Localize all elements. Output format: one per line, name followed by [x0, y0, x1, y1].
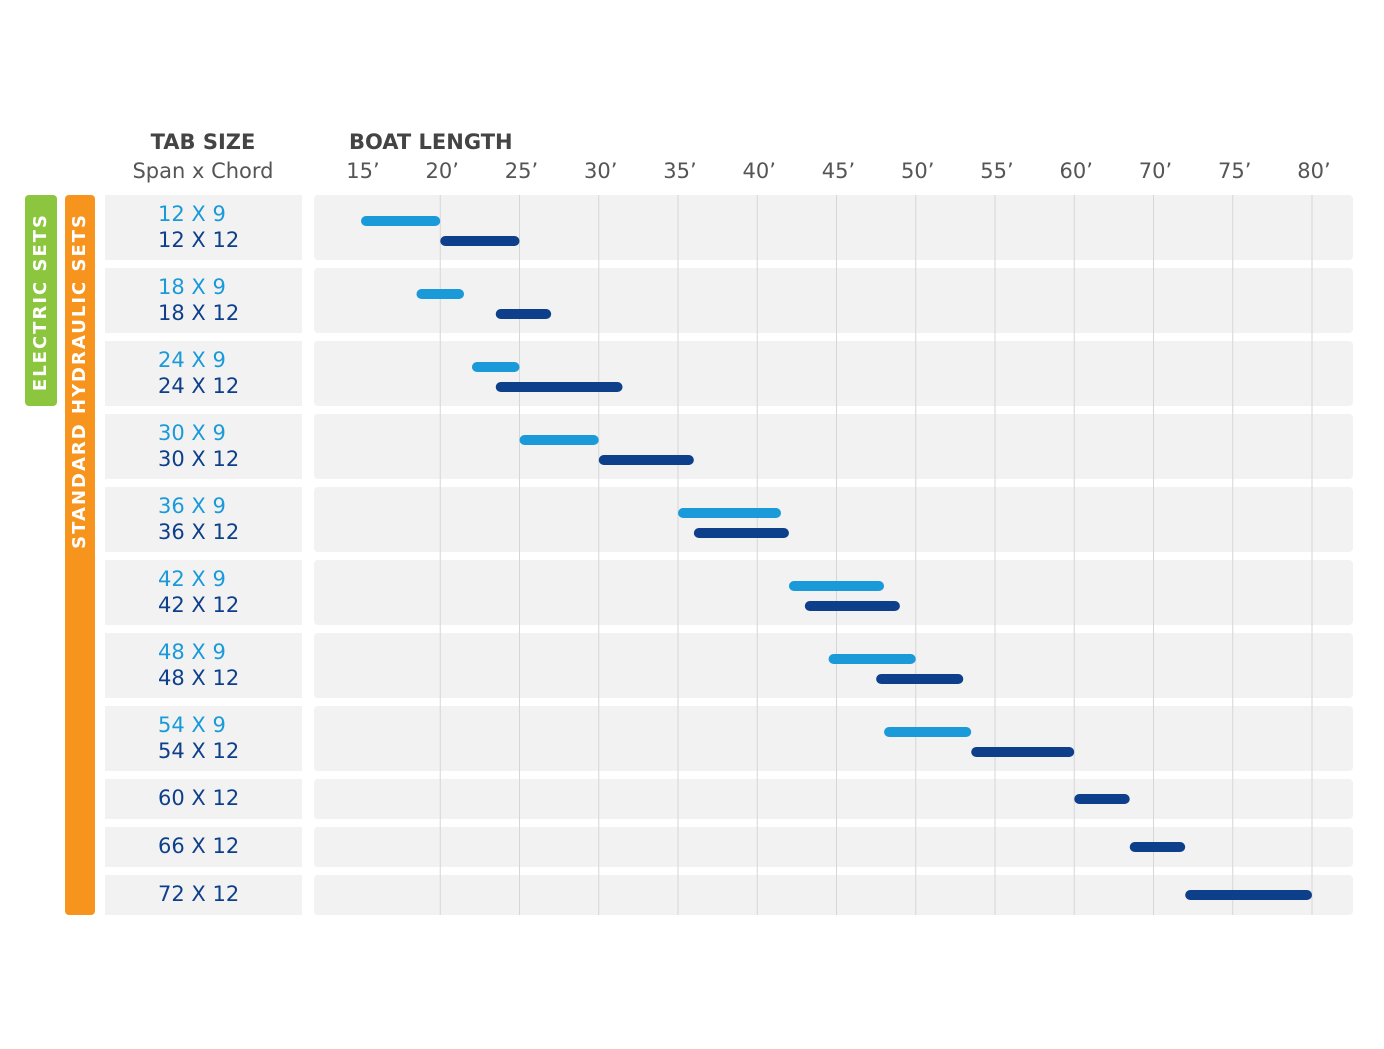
row-label-bg [105, 560, 302, 625]
row-chart-bg [314, 633, 1353, 698]
row-label: 18 X 9 [158, 275, 226, 299]
row-label: 54 X 9 [158, 713, 226, 737]
row-label-bg [105, 414, 302, 479]
row-chart-bg [314, 706, 1353, 771]
x-tick-label: 75’ [1218, 159, 1251, 183]
row-chart-bg [314, 414, 1353, 479]
row-label-bg [105, 341, 302, 406]
row-chart-bg [314, 875, 1353, 915]
row-label: 48 X 12 [158, 666, 239, 690]
row-chart-bg [314, 341, 1353, 406]
row-label: 30 X 9 [158, 421, 226, 445]
row-label-bg [105, 633, 302, 698]
row-label: 36 X 9 [158, 494, 226, 518]
row-label: 36 X 12 [158, 520, 239, 544]
group-label: ELECTRIC SETS [30, 213, 51, 391]
group-band [25, 195, 57, 406]
row-label: 42 X 9 [158, 567, 226, 591]
row-label: 18 X 12 [158, 301, 239, 325]
row-label-bg [105, 827, 302, 867]
row-label: 24 X 12 [158, 374, 239, 398]
row-label: 24 X 9 [158, 348, 226, 372]
row-label-bg [105, 875, 302, 915]
row-label: 66 X 12 [158, 834, 239, 858]
x-tick-label: 80’ [1297, 159, 1330, 183]
row-chart-bg [314, 268, 1353, 333]
group-band [65, 195, 95, 915]
header-left: TAB SIZE [151, 130, 256, 154]
row-chart-bg [314, 827, 1353, 867]
row-label: 60 X 12 [158, 786, 239, 810]
row-label: 72 X 12 [158, 882, 239, 906]
row-chart-bg [314, 560, 1353, 625]
row-label-bg [105, 487, 302, 552]
row-label: 12 X 9 [158, 202, 226, 226]
row-label: 12 X 12 [158, 228, 239, 252]
header-right: BOAT LENGTH [349, 130, 513, 154]
row-label-bg [105, 268, 302, 333]
x-tick-label: 20’ [426, 159, 459, 183]
x-tick-label: 50’ [901, 159, 934, 183]
x-tick-label: 40’ [743, 159, 776, 183]
x-tick-label: 60’ [1060, 159, 1093, 183]
group-label: STANDARD HYDRAULIC SETS [69, 213, 90, 549]
row-chart-bg [314, 195, 1353, 260]
row-label: 48 X 9 [158, 640, 226, 664]
x-tick-label: 35’ [663, 159, 696, 183]
x-tick-label: 25’ [505, 159, 538, 183]
x-tick-label: 70’ [1139, 159, 1172, 183]
row-label: 42 X 12 [158, 593, 239, 617]
x-tick-label: 55’ [980, 159, 1013, 183]
row-chart-bg [314, 487, 1353, 552]
row-label-bg [105, 706, 302, 771]
x-tick-label: 15’ [346, 159, 379, 183]
row-chart-bg [314, 779, 1353, 819]
row-label: 30 X 12 [158, 447, 239, 471]
x-tick-label: 45’ [822, 159, 855, 183]
row-label-bg [105, 779, 302, 819]
row-label: 54 X 12 [158, 739, 239, 763]
subheader-left: Span x Chord [132, 159, 273, 183]
x-tick-label: 30’ [584, 159, 617, 183]
row-label-bg [105, 195, 302, 260]
